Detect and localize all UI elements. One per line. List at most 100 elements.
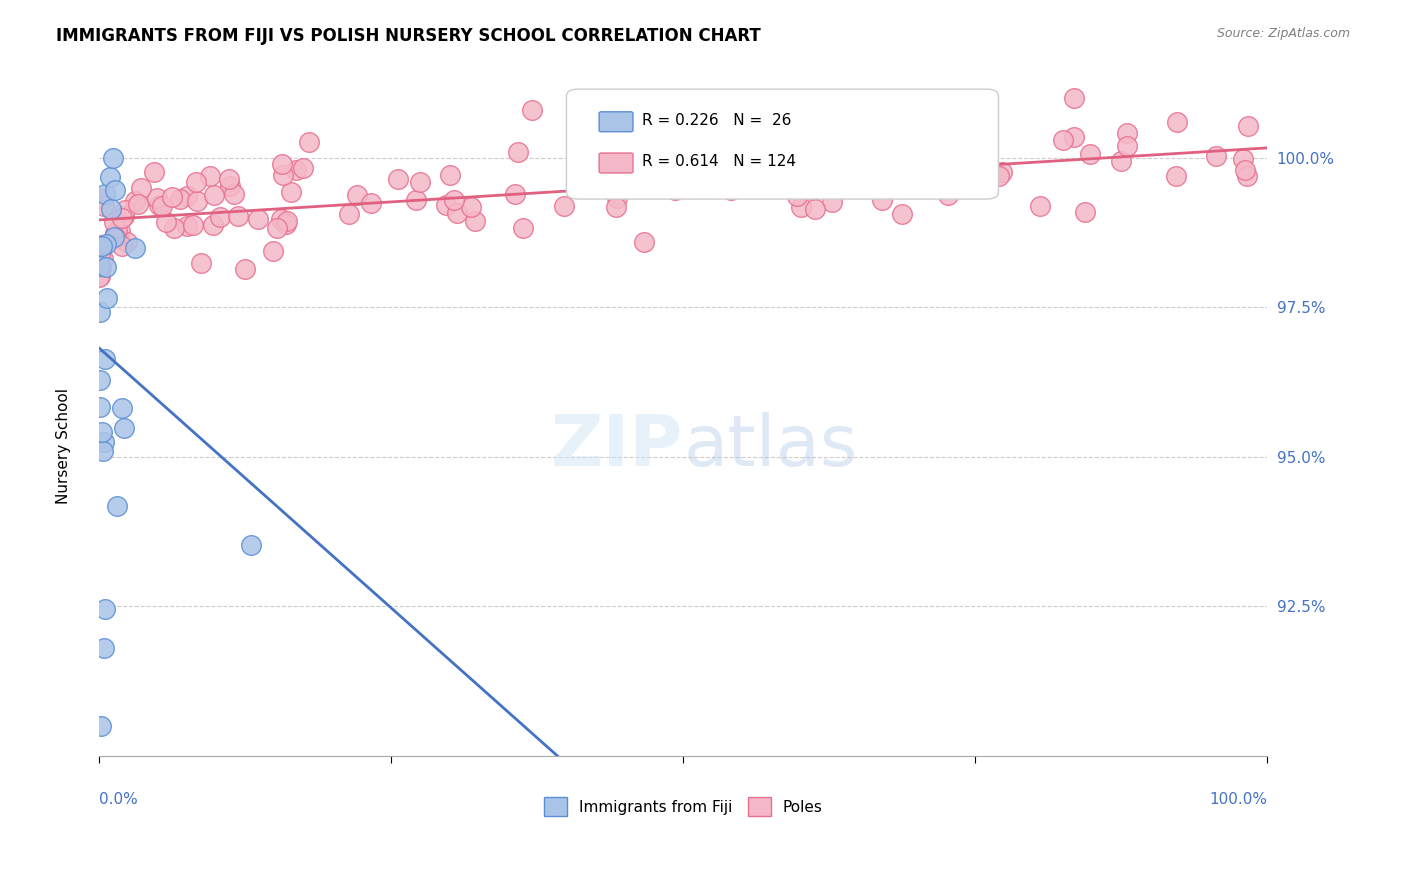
Poles	[628, 178, 651, 192]
Poles	[103, 215, 125, 229]
Poles	[991, 165, 1014, 179]
Immigrants from Fiji	[112, 421, 135, 435]
Poles	[163, 221, 186, 235]
Poles	[735, 163, 758, 178]
Text: R = 0.226   N =  26: R = 0.226 N = 26	[643, 112, 792, 128]
Immigrants from Fiji	[98, 170, 121, 185]
Poles	[146, 191, 169, 205]
Immigrants from Fiji	[103, 230, 125, 244]
Poles	[804, 202, 827, 216]
Poles	[186, 194, 208, 208]
Poles	[1063, 91, 1085, 105]
Poles	[271, 157, 294, 171]
Poles	[890, 207, 912, 221]
Poles	[111, 239, 134, 253]
Poles	[276, 217, 298, 231]
Poles	[1232, 153, 1254, 167]
Poles	[298, 135, 321, 149]
Poles	[830, 169, 852, 184]
Poles	[143, 165, 166, 179]
Text: atlas: atlas	[683, 412, 858, 481]
Poles	[606, 191, 628, 205]
Poles	[508, 145, 530, 160]
Poles	[150, 199, 173, 213]
Poles	[724, 173, 747, 187]
Poles	[93, 199, 115, 213]
Poles	[790, 177, 813, 191]
Poles	[605, 200, 627, 214]
Poles	[1116, 127, 1139, 141]
Poles	[745, 143, 768, 157]
Poles	[89, 248, 111, 262]
Poles	[262, 244, 284, 259]
Poles	[808, 165, 831, 179]
Poles	[129, 180, 152, 194]
Poles	[285, 163, 308, 178]
Poles	[266, 221, 288, 235]
Immigrants from Fiji	[93, 602, 115, 616]
Immigrants from Fiji	[93, 434, 115, 449]
Text: 0.0%: 0.0%	[100, 792, 138, 806]
Poles	[434, 198, 457, 212]
Immigrants from Fiji	[103, 151, 125, 165]
Immigrants from Fiji	[96, 291, 118, 305]
Immigrants from Fiji	[89, 400, 111, 414]
Immigrants from Fiji	[94, 260, 117, 275]
Text: 100.0%: 100.0%	[1209, 792, 1267, 806]
Poles	[222, 187, 245, 202]
Poles	[1074, 205, 1097, 219]
Poles	[218, 172, 240, 186]
FancyBboxPatch shape	[599, 112, 633, 132]
Poles	[821, 194, 844, 209]
Poles	[1166, 115, 1188, 129]
Poles	[89, 269, 111, 284]
Poles	[1234, 163, 1257, 178]
Poles	[405, 193, 427, 207]
Poles	[1078, 146, 1101, 161]
Poles	[176, 189, 198, 203]
Poles	[464, 214, 486, 228]
Poles	[346, 188, 368, 202]
Poles	[339, 207, 361, 221]
Immigrants from Fiji	[240, 538, 263, 552]
Poles	[803, 155, 825, 169]
Immigrants from Fiji	[91, 239, 114, 253]
Poles	[276, 214, 298, 228]
Immigrants from Fiji	[94, 236, 117, 251]
Text: R = 0.614   N = 124: R = 0.614 N = 124	[643, 153, 796, 169]
Poles	[1063, 130, 1085, 145]
Poles	[90, 238, 112, 252]
Poles	[755, 165, 778, 179]
Poles	[169, 192, 191, 206]
Poles	[111, 211, 134, 225]
Legend: Immigrants from Fiji, Poles: Immigrants from Fiji, Poles	[536, 789, 830, 823]
Poles	[520, 103, 543, 117]
Immigrants from Fiji	[89, 305, 111, 319]
Poles	[198, 169, 221, 183]
Poles	[503, 187, 526, 202]
Poles	[190, 256, 212, 270]
Immigrants from Fiji	[90, 425, 112, 440]
Poles	[91, 252, 114, 267]
Poles	[233, 262, 256, 277]
Immigrants from Fiji	[105, 500, 128, 514]
Poles	[183, 219, 205, 233]
FancyBboxPatch shape	[567, 89, 998, 199]
Poles	[446, 206, 468, 220]
Immigrants from Fiji	[100, 202, 122, 217]
Poles	[108, 224, 131, 238]
Immigrants from Fiji	[94, 186, 117, 201]
Poles	[834, 148, 856, 162]
Poles	[271, 168, 294, 182]
Poles	[790, 200, 813, 214]
Poles	[209, 210, 232, 224]
Poles	[148, 198, 170, 212]
Text: IMMIGRANTS FROM FIJI VS POLISH NURSERY SCHOOL CORRELATION CHART: IMMIGRANTS FROM FIJI VS POLISH NURSERY S…	[56, 27, 761, 45]
Immigrants from Fiji	[91, 443, 114, 458]
Poles	[775, 153, 797, 168]
Poles	[292, 161, 315, 175]
Poles	[803, 183, 825, 197]
Poles	[512, 220, 534, 235]
Immigrants from Fiji	[93, 640, 115, 655]
Poles	[1205, 148, 1227, 162]
